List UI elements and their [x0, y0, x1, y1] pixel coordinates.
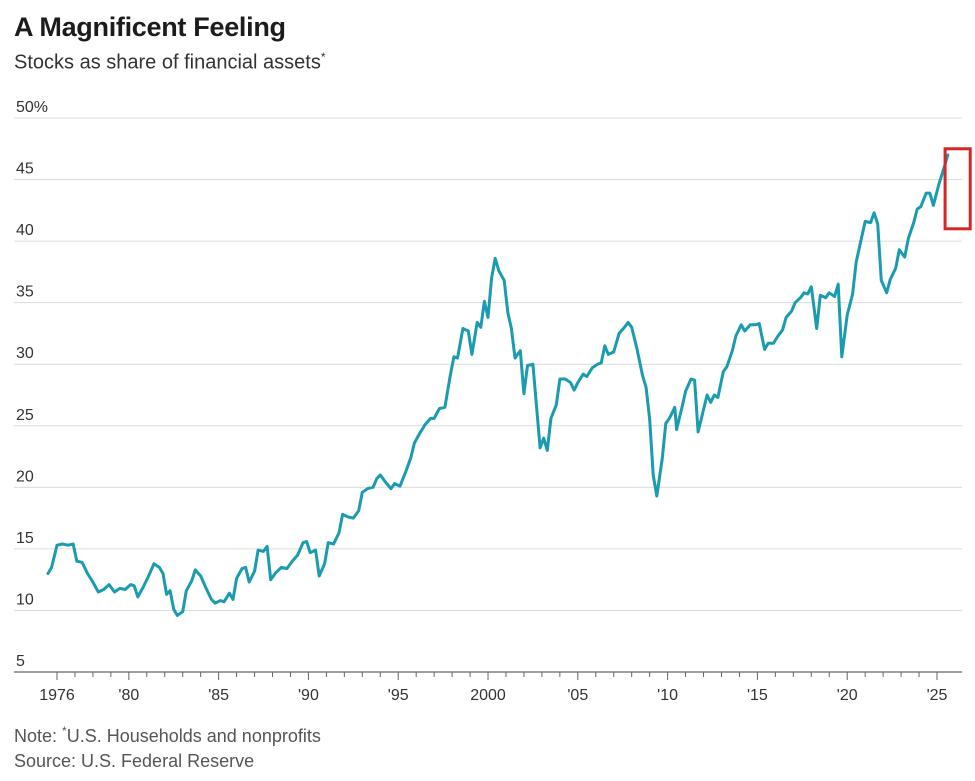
x-tick-label: '25	[927, 687, 948, 704]
x-tick-label: '10	[657, 687, 678, 704]
x-tick-label: '80	[118, 687, 139, 704]
chart-subtitle: Stocks as share of financial assets*	[14, 50, 326, 75]
x-tick-label: '15	[747, 687, 768, 704]
y-axis-ticks: 5 10 15 20 25 30 35 40 45 50%	[16, 99, 48, 670]
highlight-box	[943, 147, 972, 231]
chart-note: Note: *U.S. Households and nonprofits	[14, 724, 321, 747]
x-tick-label: 2000	[470, 687, 506, 704]
y-tick-label: 35	[16, 284, 34, 301]
y-tick-label: 5	[16, 653, 25, 670]
series-line	[46, 153, 950, 617]
note-text: U.S. Households and nonprofits	[66, 726, 321, 746]
subtitle-text: Stocks as share of financial assets	[14, 51, 321, 74]
y-gridlines	[14, 117, 962, 673]
x-tick-label: '85	[208, 687, 229, 704]
y-tick-label: 45	[16, 161, 34, 178]
chart-title: A Magnificent Feeling	[14, 12, 286, 42]
note-label: Note:	[14, 726, 63, 746]
chart-source: Source: U.S. Federal Reserve	[14, 751, 255, 771]
y-tick-label: 50%	[16, 99, 48, 116]
x-axis: 1976 '80 '85 '90 '95 2000 '05 '10 '15 '20 '25	[39, 672, 948, 704]
x-tick-label: '90	[298, 687, 319, 704]
y-tick-label: 25	[16, 407, 34, 424]
note-footnote-mark: *	[62, 724, 67, 738]
x-tick-label: '20	[837, 687, 858, 704]
subtitle-footnote-mark: *	[320, 50, 326, 64]
y-tick-label: 20	[16, 468, 34, 485]
y-tick-label: 40	[16, 222, 34, 239]
x-tick-label: '95	[388, 687, 409, 704]
y-tick-label: 15	[16, 530, 34, 547]
y-tick-label: 10	[16, 591, 34, 608]
y-tick-label: 30	[16, 345, 34, 362]
x-tick-label: 1976	[39, 687, 75, 704]
x-tick-label: '05	[567, 687, 588, 704]
